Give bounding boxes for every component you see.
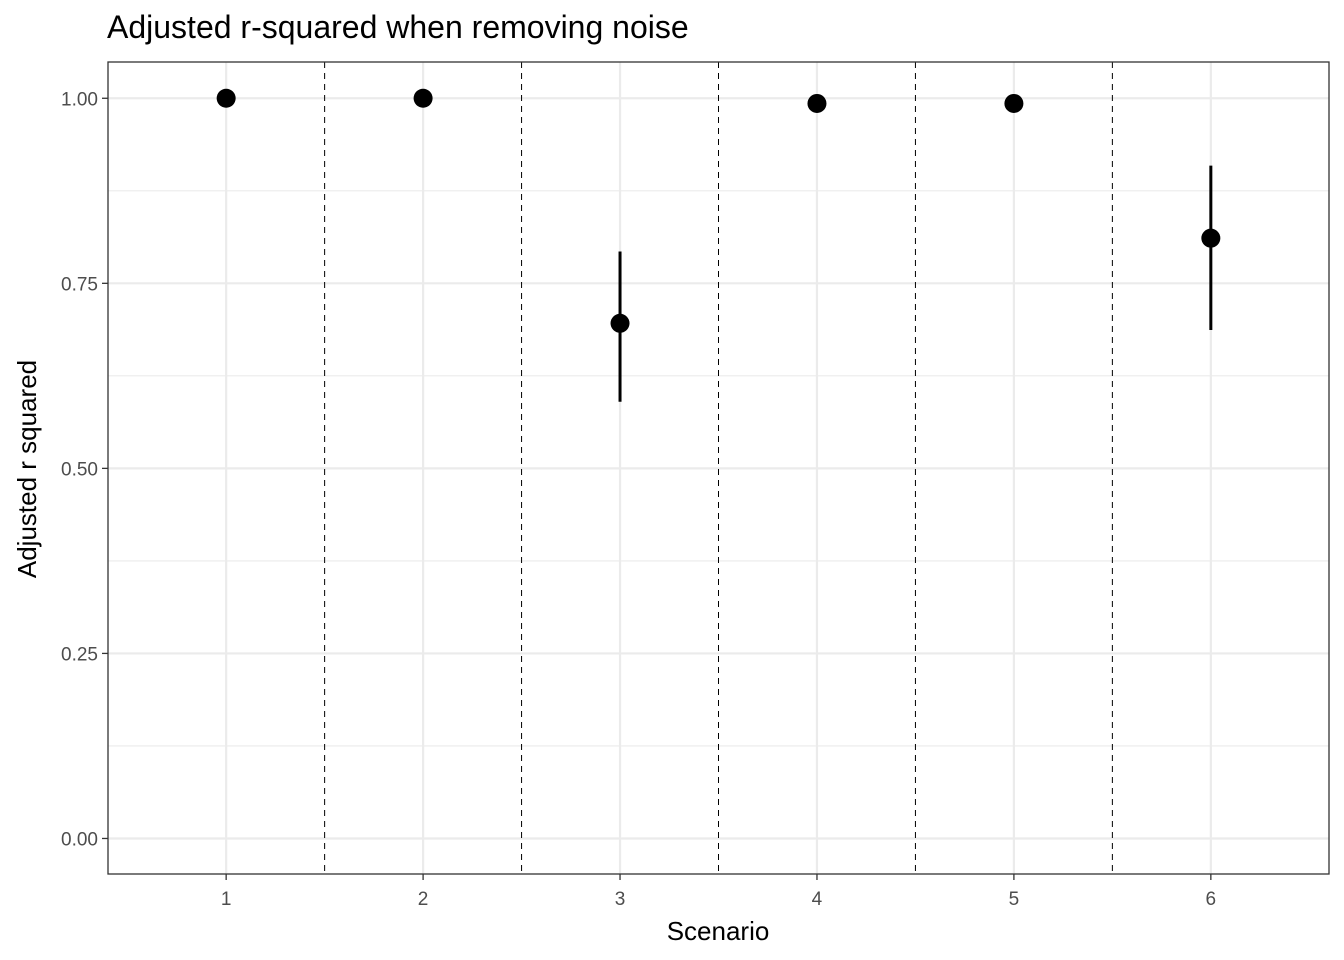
x-tick-label: 1 [221,889,232,910]
data-point [807,93,827,113]
y-axis-title: Adjusted r squared [12,360,42,578]
data-point [610,313,630,333]
x-tick-label: 3 [615,889,626,910]
y-tick-label: 1.00 [61,89,98,110]
x-tick-label: 6 [1206,889,1217,910]
data-point [1201,228,1221,248]
y-tick-label: 0.00 [61,829,98,850]
y-axis: 0.00 0.25 0.50 0.75 1.00 [61,89,108,850]
y-tick-label: 0.50 [61,459,98,480]
data-points [216,88,1221,333]
scenario-separators [324,62,1113,874]
data-point [216,88,236,108]
x-tick-label: 5 [1009,889,1020,910]
data-point [413,88,433,108]
x-tick-label: 4 [812,889,823,910]
x-axis: 1 2 3 4 5 6 [221,874,1216,910]
x-tick-label: 2 [418,889,429,910]
chart-title: Adjusted r-squared when removing noise [107,9,689,45]
data-point [1004,93,1024,113]
y-tick-label: 0.75 [61,274,98,295]
y-tick-label: 0.25 [61,644,98,665]
x-axis-title: Scenario [667,916,770,946]
